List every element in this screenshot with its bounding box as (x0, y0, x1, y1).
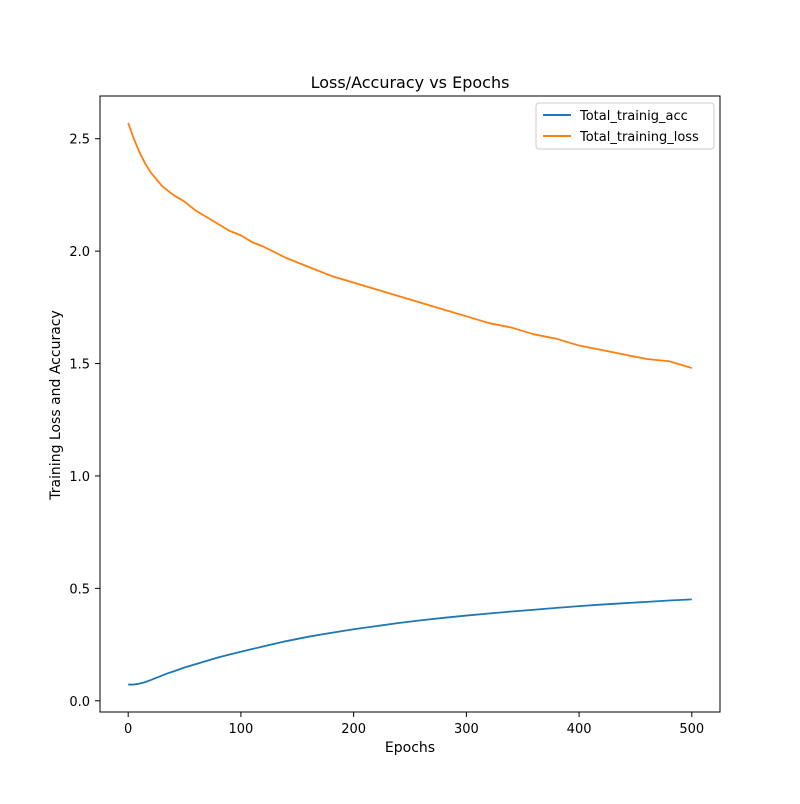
y-tick-label: 2.0 (69, 245, 90, 260)
series-line-accuracy (128, 598, 692, 686)
legend-label-acc: Total_trainig_acc (579, 109, 688, 124)
series-layer (127, 122, 693, 686)
legend: Total_trainig_acc Total_training_loss (535, 102, 715, 150)
series-line-loss (127, 122, 693, 369)
x-tick-label: 0 (124, 722, 132, 737)
y-tick-label: 1.5 (69, 358, 90, 373)
y-tick-label: 0.5 (69, 582, 90, 597)
x-tick-label: 200 (341, 722, 366, 737)
y-tick-label: 1.0 (69, 470, 90, 485)
y-tick-label: 2.5 (69, 133, 90, 148)
y-tick-label: 0.0 (69, 695, 90, 710)
x-tick-label: 500 (679, 722, 704, 737)
legend-box (535, 102, 715, 150)
plot-frame (99, 95, 721, 713)
chart-title: Loss/Accuracy vs Epochs (311, 73, 510, 92)
y-axis-label: Training Loss and Accuracy (48, 310, 64, 501)
x-tick-label: 100 (228, 722, 253, 737)
x-tick-label: 300 (454, 722, 479, 737)
x-tick-label: 400 (567, 722, 592, 737)
legend-label-loss: Total_training_loss (579, 130, 699, 145)
tick-layer: 0 100 200 300 400 500 0.0 0.5 1.0 1.5 2.0 2.5 (69, 133, 704, 737)
x-axis-label: Epochs (385, 740, 435, 756)
